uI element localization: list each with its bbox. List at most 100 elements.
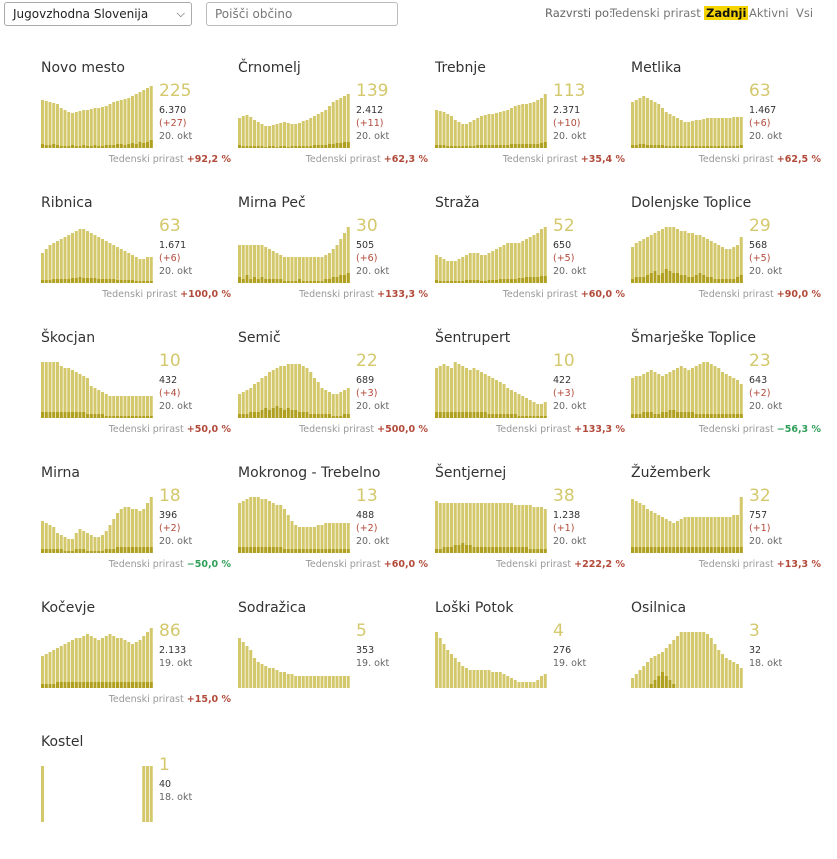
sparkline-bar-new xyxy=(328,414,331,418)
sparkline-bar xyxy=(739,237,743,283)
sparkline-bar-new xyxy=(736,146,739,148)
sparkline-bar xyxy=(506,503,510,553)
sparkline-bar-new xyxy=(59,549,63,553)
municipality-card[interactable]: Metlika 63 1.467 (+6) 20. okt Tedenski priras… xyxy=(631,60,821,185)
sparkline-bar-new xyxy=(528,277,532,283)
municipality-card[interactable]: Šmarješke Toplice 23 643 (+2) 20. okt Tedensk… xyxy=(631,330,821,455)
sparkline-bar-new xyxy=(683,412,687,418)
sparkline-bar xyxy=(672,116,676,148)
sparkline-bar xyxy=(506,388,510,418)
sparkline-bar xyxy=(457,503,461,553)
municipality-card[interactable]: Črnomelj 139 2.412 (+11) 20. okt Tedenski pri… xyxy=(238,60,428,185)
sparkline-bar-new xyxy=(739,275,743,283)
sparkline-bar-new xyxy=(63,279,67,283)
sparkline-bar-new xyxy=(108,549,112,553)
sparkline-bar-new xyxy=(483,547,487,553)
sparkline-bar-new xyxy=(732,547,736,553)
sparkline-bar-new xyxy=(67,551,71,553)
sort-option-latest[interactable]: Zadnji xyxy=(704,6,749,20)
last-update-date: 18. okt xyxy=(159,792,193,803)
sparkline-bar xyxy=(298,527,301,553)
sparkline-bar xyxy=(108,525,112,553)
municipality-card[interactable]: Dolenjske Toplice 29 568 (+5) 20. okt Tedensk… xyxy=(631,195,821,320)
municipality-card[interactable]: Straža 52 650 (+5) 20. okt Tedenski prirast +… xyxy=(435,195,625,320)
sparkline-bar xyxy=(97,537,101,553)
municipality-name: Novo mesto xyxy=(41,60,125,76)
sparkline-bar-new xyxy=(691,277,694,283)
municipality-card[interactable]: Mokronog - Trebelno 13 488 (+2) 20. okt Teden… xyxy=(238,465,428,590)
sparkline-bar-new xyxy=(668,410,672,418)
municipality-card[interactable]: Mirna 18 396 (+2) 20. okt Tedenski prirast −5… xyxy=(41,465,231,590)
sparkline-bar xyxy=(679,632,683,688)
weekly-growth: Tedenski prirast +35,4 % xyxy=(503,154,625,165)
sparkline-bar-new xyxy=(634,547,638,553)
sort-option-active[interactable]: Aktivni xyxy=(749,6,789,20)
sparkline-bar xyxy=(457,662,461,688)
sparkline-bar-new xyxy=(238,547,241,553)
sparkline-bar-new xyxy=(702,547,706,553)
municipality-name: Straža xyxy=(435,195,480,211)
sparkline-bar xyxy=(646,372,649,418)
sparkline-bar xyxy=(679,120,683,148)
sparkline-bar-new xyxy=(702,414,706,418)
municipality-card[interactable]: Šentrupert 10 422 (+3) 20. okt Tedenski prira… xyxy=(435,330,625,455)
region-select[interactable]: Jugovzhodna Slovenija ⌵ xyxy=(4,2,192,26)
municipality-card[interactable]: Novo mesto 225 6.370 (+27) 20. okt Tedenski p… xyxy=(41,60,231,185)
sort-option-weekly-growth[interactable]: Tedenski prirast xyxy=(610,6,701,20)
last-update-date: 20. okt xyxy=(553,266,587,277)
municipality-card[interactable]: Kostel 1 40 18. okt xyxy=(41,734,231,859)
sparkline-bar xyxy=(442,259,446,283)
sparkline-bar xyxy=(676,636,679,688)
sparkline-bar xyxy=(461,366,465,418)
municipality-card[interactable]: Semič 22 689 (+3) 20. okt Tedenski prirast +5… xyxy=(238,330,428,455)
sparkline-bar-new xyxy=(67,682,71,688)
municipality-card[interactable]: Mirna Peč 30 505 (+6) 20. okt Tedenski priras… xyxy=(238,195,428,320)
sparkline-bar xyxy=(691,632,694,688)
sparkline-bar-new xyxy=(713,279,717,283)
sparkline-bar xyxy=(316,114,320,148)
municipality-name: Loški Potok xyxy=(435,600,514,616)
sparkline-bar xyxy=(134,396,138,418)
sparkline-bar-new xyxy=(320,549,324,553)
sparkline-bar-new xyxy=(74,682,78,688)
sparkline-bar-new xyxy=(320,281,324,283)
sparkline-bar xyxy=(343,390,346,418)
search-input[interactable] xyxy=(206,2,398,26)
municipality-card[interactable]: Škocjan 10 432 (+4) 20. okt Tedenski prirast … xyxy=(41,330,231,455)
sparkline-bar-new xyxy=(657,414,661,418)
municipality-card[interactable]: Loški Potok 4 276 19. okt xyxy=(435,600,625,725)
sparkline-bar-new xyxy=(101,146,104,148)
sort-option-all[interactable]: Vsi xyxy=(796,6,814,20)
sparkline-bar xyxy=(116,513,119,553)
sparkline-bar xyxy=(679,519,683,553)
sparkline-bar-new xyxy=(294,410,298,418)
sparkline-bar-new xyxy=(491,414,495,418)
sparkline-bar xyxy=(82,531,86,553)
sparkline-bar-new xyxy=(510,279,513,283)
sparkline-bar xyxy=(89,636,93,688)
municipality-name: Mirna xyxy=(41,465,80,481)
sparkline-bar-new xyxy=(275,547,279,553)
municipality-card[interactable]: Ribnica 63 1.671 (+6) 20. okt Tedenski priras… xyxy=(41,195,231,320)
municipality-card[interactable]: Šentjernej 38 1.238 (+1) 20. okt Tedenski pri… xyxy=(435,465,625,590)
sparkline-bar xyxy=(283,257,286,283)
municipality-card[interactable]: Sodražica 5 353 19. okt xyxy=(238,600,428,725)
sparkline-bar xyxy=(149,628,153,688)
sparkline-bar xyxy=(528,505,532,553)
sparkline-bar-new xyxy=(324,145,328,148)
sparkline-bar xyxy=(461,124,465,148)
municipality-card[interactable]: Osilnica 3 32 18. okt xyxy=(631,600,821,725)
sparkline-bar-new xyxy=(664,676,668,688)
sparkline-bar-new xyxy=(457,412,461,418)
sparkline-bar xyxy=(283,509,286,553)
municipality-card[interactable]: Trebnje 113 2.371 (+10) 20. okt Tedenski prir… xyxy=(435,60,625,185)
sparkline-bar xyxy=(286,123,290,148)
sparkline-bar xyxy=(279,672,283,688)
municipality-card[interactable]: Kočevje 86 2.133 19. okt Tedenski prirast +1… xyxy=(41,600,231,725)
sparkline-bar xyxy=(331,394,335,418)
municipality-card[interactable]: Žužemberk 32 757 (+1) 20. okt Tedenski priras… xyxy=(631,465,821,590)
sparkline-bar-new xyxy=(468,545,472,553)
sparkline-bar xyxy=(112,396,116,418)
sparkline-bar-new xyxy=(56,682,59,688)
sparkline-bar-new xyxy=(653,271,657,283)
